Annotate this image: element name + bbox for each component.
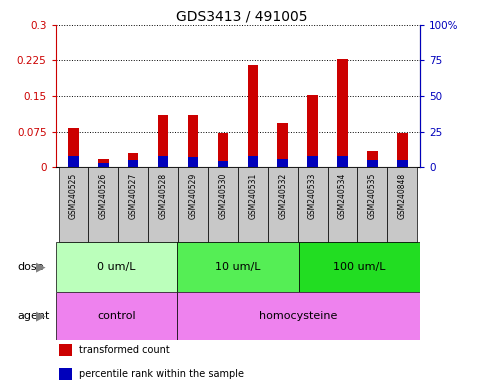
Text: GSM240532: GSM240532 bbox=[278, 173, 287, 219]
Text: control: control bbox=[97, 311, 136, 321]
Bar bbox=[367, 160, 378, 167]
Text: percentile rank within the sample: percentile rank within the sample bbox=[79, 369, 244, 379]
Bar bbox=[238, 167, 268, 242]
Bar bbox=[128, 153, 139, 167]
Bar bbox=[178, 167, 208, 242]
Bar bbox=[387, 167, 417, 242]
Text: 0 um/L: 0 um/L bbox=[97, 262, 136, 272]
Text: dose: dose bbox=[17, 262, 43, 272]
Text: GSM240530: GSM240530 bbox=[218, 173, 227, 219]
Bar bbox=[98, 163, 109, 167]
Bar bbox=[88, 167, 118, 242]
Bar bbox=[58, 167, 88, 242]
Bar bbox=[248, 65, 258, 167]
Text: 100 um/L: 100 um/L bbox=[333, 262, 386, 272]
Bar bbox=[188, 157, 199, 167]
Text: 10 um/L: 10 um/L bbox=[215, 262, 261, 272]
Bar bbox=[298, 167, 327, 242]
Text: GSM240527: GSM240527 bbox=[129, 173, 138, 219]
Bar bbox=[307, 94, 318, 167]
Bar bbox=[98, 159, 109, 167]
Bar bbox=[68, 128, 79, 167]
Bar bbox=[357, 167, 387, 242]
Bar bbox=[59, 368, 72, 381]
Bar bbox=[158, 156, 169, 167]
Text: GDS3413 / 491005: GDS3413 / 491005 bbox=[176, 10, 307, 23]
Text: GSM240533: GSM240533 bbox=[308, 173, 317, 219]
Bar bbox=[208, 167, 238, 242]
Text: GSM240529: GSM240529 bbox=[188, 173, 198, 219]
Bar bbox=[218, 161, 228, 167]
Bar bbox=[68, 156, 79, 167]
Bar bbox=[337, 156, 348, 167]
Bar bbox=[248, 156, 258, 167]
Text: GSM240848: GSM240848 bbox=[398, 173, 407, 219]
Bar bbox=[298, 242, 420, 292]
Text: agent: agent bbox=[17, 311, 49, 321]
Text: transformed count: transformed count bbox=[79, 345, 170, 355]
Bar bbox=[268, 167, 298, 242]
Bar bbox=[118, 167, 148, 242]
Bar bbox=[367, 151, 378, 167]
Bar bbox=[337, 59, 348, 167]
Text: homocysteine: homocysteine bbox=[259, 311, 338, 321]
Bar bbox=[277, 124, 288, 167]
Text: ▶: ▶ bbox=[36, 310, 46, 322]
Bar bbox=[218, 133, 228, 167]
Bar bbox=[177, 292, 420, 340]
Text: GSM240534: GSM240534 bbox=[338, 173, 347, 219]
Bar bbox=[188, 115, 199, 167]
Bar bbox=[397, 160, 408, 167]
Bar bbox=[177, 242, 298, 292]
Bar bbox=[327, 167, 357, 242]
Bar bbox=[277, 159, 288, 167]
Text: GSM240535: GSM240535 bbox=[368, 173, 377, 219]
Text: GSM240525: GSM240525 bbox=[69, 173, 78, 219]
Text: GSM240526: GSM240526 bbox=[99, 173, 108, 219]
Bar bbox=[128, 160, 139, 167]
Text: GSM240528: GSM240528 bbox=[158, 173, 168, 219]
Text: ▶: ▶ bbox=[36, 260, 46, 273]
Text: GSM240531: GSM240531 bbox=[248, 173, 257, 219]
Bar bbox=[158, 115, 169, 167]
Bar bbox=[59, 344, 72, 356]
Bar bbox=[307, 156, 318, 167]
Bar bbox=[148, 167, 178, 242]
Bar bbox=[56, 242, 177, 292]
Bar bbox=[397, 133, 408, 167]
Bar bbox=[56, 292, 177, 340]
